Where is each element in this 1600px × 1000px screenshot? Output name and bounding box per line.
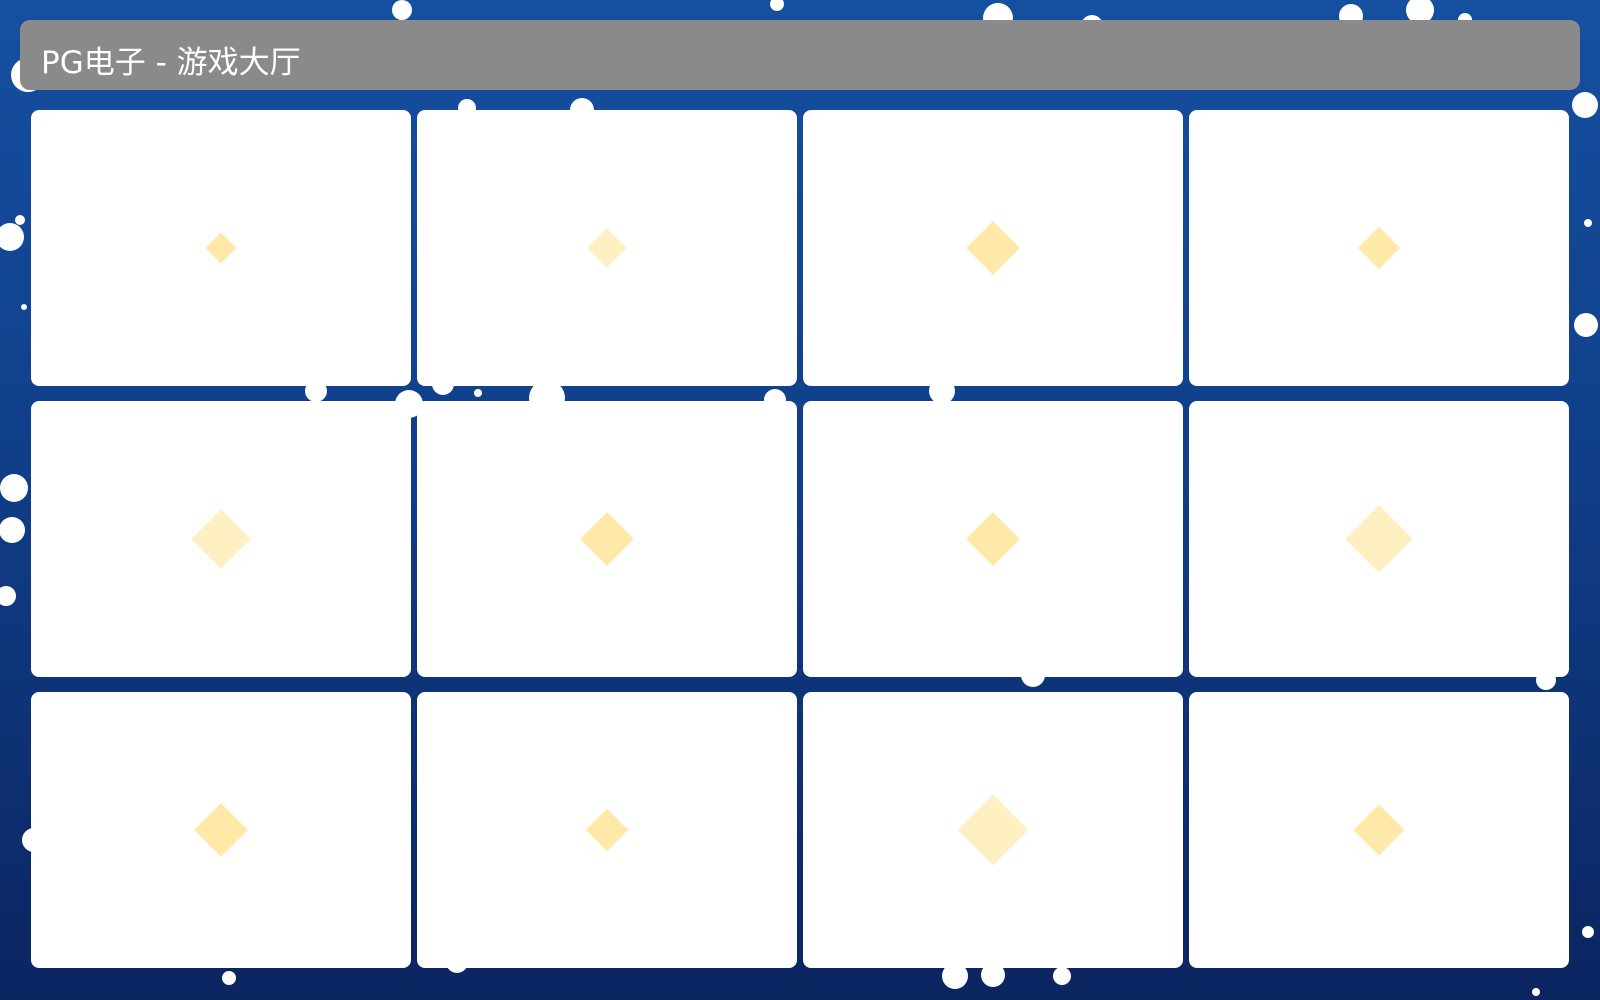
game-card[interactable]: [803, 692, 1183, 968]
particle: [0, 474, 28, 502]
particle: [222, 971, 236, 985]
particle: [1574, 313, 1598, 337]
diamond-icon: [194, 803, 248, 857]
particle: [15, 215, 25, 225]
game-card[interactable]: [1189, 692, 1569, 968]
particle: [1053, 967, 1071, 985]
diamond-icon: [205, 232, 237, 264]
game-card[interactable]: [417, 692, 797, 968]
page-title: PG电子 - 游戏大厅: [41, 45, 301, 81]
diamond-icon: [1357, 226, 1401, 270]
particle: [21, 304, 27, 310]
game-card[interactable]: [417, 110, 797, 386]
game-card[interactable]: [31, 401, 411, 677]
particle: [770, 0, 784, 11]
diamond-icon: [957, 794, 1029, 866]
diamond-icon: [587, 228, 627, 268]
diamond-icon: [966, 221, 1020, 275]
game-card[interactable]: [1189, 110, 1569, 386]
header-bar: PG电子 - 游戏大厅: [20, 20, 1580, 90]
particle: [0, 223, 24, 251]
particle: [0, 586, 16, 606]
game-card[interactable]: [31, 692, 411, 968]
particle: [1584, 219, 1592, 227]
game-card[interactable]: [803, 401, 1183, 677]
particle: [474, 389, 482, 397]
game-card[interactable]: [803, 110, 1183, 386]
game-card[interactable]: [1189, 401, 1569, 677]
game-grid: [31, 110, 1569, 968]
particle: [1582, 926, 1594, 938]
game-card[interactable]: [31, 110, 411, 386]
particle: [1532, 988, 1540, 996]
game-card[interactable]: [417, 401, 797, 677]
diamond-icon: [966, 512, 1020, 566]
diamond-icon: [585, 808, 629, 852]
diamond-icon: [1353, 804, 1405, 856]
particle: [0, 517, 25, 543]
particle: [1572, 92, 1598, 118]
diamond-icon: [580, 512, 634, 566]
diamond-icon: [191, 509, 251, 569]
diamond-icon: [1345, 505, 1413, 573]
particle: [392, 0, 412, 20]
